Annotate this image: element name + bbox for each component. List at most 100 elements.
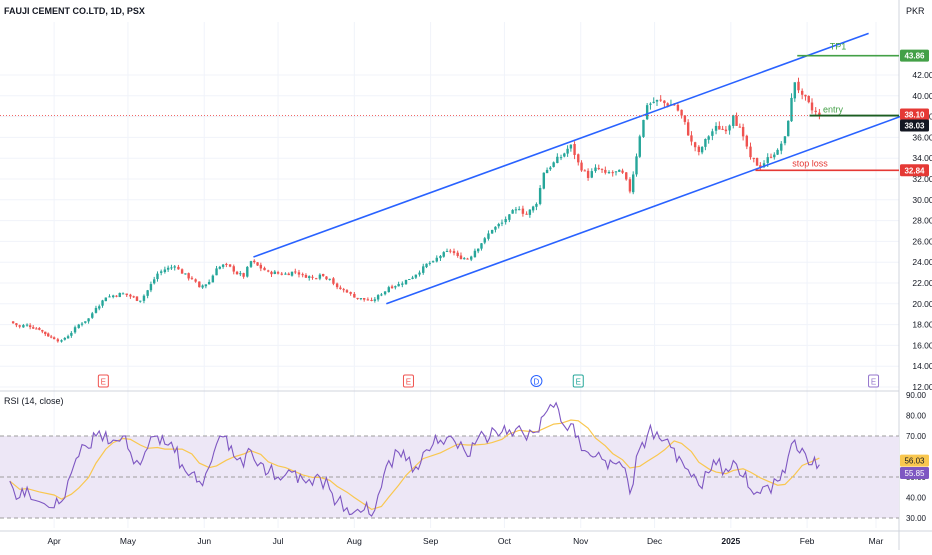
candle-body xyxy=(132,296,135,298)
rsi-plot xyxy=(9,401,820,517)
candle-body xyxy=(473,250,477,258)
candle-body xyxy=(418,272,421,275)
price-tick-label: 32.00 xyxy=(912,174,932,184)
candle-body xyxy=(745,135,749,147)
candle-body xyxy=(456,252,459,256)
time-tick-label: Jul xyxy=(273,536,284,546)
candle-body xyxy=(28,325,32,328)
candle-body xyxy=(256,262,259,266)
price-tick-label: 40.00 xyxy=(912,91,932,101)
candle-body xyxy=(267,270,270,272)
time-tick-label: Jun xyxy=(197,536,211,546)
overlays: TP1 entry stop loss E E D E E xyxy=(0,32,904,388)
candle-body xyxy=(445,250,449,252)
channel-lower-line xyxy=(386,114,904,305)
candle-body xyxy=(411,277,414,279)
candle-body xyxy=(270,271,273,275)
candle-body xyxy=(728,125,731,131)
price-tag-bg xyxy=(900,164,929,177)
candle-body xyxy=(366,299,370,301)
candle-body xyxy=(490,229,494,234)
candle-body xyxy=(166,267,170,270)
candle-body xyxy=(204,284,208,287)
candle-body xyxy=(666,103,669,106)
candle-body xyxy=(290,271,294,276)
candle-body xyxy=(721,128,724,130)
candle-body xyxy=(714,125,718,131)
candle-body xyxy=(211,275,215,283)
candle-body xyxy=(370,299,373,301)
time-tick-label: Oct xyxy=(498,536,512,546)
candle-body xyxy=(325,276,328,280)
candle-body xyxy=(373,299,377,301)
candle-body xyxy=(683,115,687,122)
candle-body xyxy=(814,110,817,113)
channel-upper-line xyxy=(253,32,869,258)
candle-body xyxy=(177,266,180,270)
price-tag-text: 38.03 xyxy=(904,122,925,131)
candle-body xyxy=(580,162,583,171)
candle-body xyxy=(49,336,53,338)
price-tick-label: 28.00 xyxy=(912,216,932,226)
candle-body xyxy=(521,208,525,214)
candle-body xyxy=(621,170,624,173)
candle-body xyxy=(232,266,235,272)
rsi-background xyxy=(0,435,899,519)
candle-body xyxy=(531,206,535,211)
candle-body xyxy=(218,266,222,269)
rsi-moving-average xyxy=(9,419,820,511)
candle-body xyxy=(807,95,810,103)
candle-body xyxy=(549,167,552,170)
candle-body xyxy=(249,261,253,267)
time-tick-label: Sep xyxy=(423,536,438,546)
candle-body xyxy=(525,213,528,215)
candle-body xyxy=(125,293,128,296)
price-tick-label: 42.00 xyxy=(912,70,932,80)
time-tick-label: Nov xyxy=(573,536,589,546)
candle-body xyxy=(362,298,366,300)
rsi-line xyxy=(9,401,820,517)
rsi-tag-text: 56.03 xyxy=(904,457,925,466)
candle-body xyxy=(780,143,783,151)
candle-body xyxy=(700,147,704,153)
candle-body xyxy=(318,274,322,279)
candle-body xyxy=(159,271,163,273)
candle-body xyxy=(625,172,628,180)
candle-body xyxy=(759,165,762,168)
candle-body xyxy=(173,266,176,268)
candle-body xyxy=(111,295,115,298)
candle-body xyxy=(645,105,649,120)
candle-body xyxy=(793,82,796,99)
candle-body xyxy=(52,337,56,340)
candle-body xyxy=(104,297,108,302)
entry-price-tag: 38.03 xyxy=(900,119,929,132)
candle-body xyxy=(414,274,418,278)
candle-body xyxy=(84,321,87,323)
rsi-tag-text: 55.85 xyxy=(904,469,925,478)
candle-body xyxy=(276,272,280,274)
candle-body xyxy=(98,306,101,309)
candle-body xyxy=(194,279,197,282)
candle-body xyxy=(577,154,580,163)
time-tick-label: Aug xyxy=(347,536,362,546)
candle-body xyxy=(569,144,573,149)
candle-body xyxy=(500,222,504,224)
candle-body xyxy=(632,174,635,193)
candle-body xyxy=(724,129,728,132)
candle-body xyxy=(246,266,249,277)
candle-body xyxy=(449,250,452,252)
candle-body xyxy=(573,144,576,155)
candle-body xyxy=(752,157,755,159)
candle-body xyxy=(711,131,714,136)
candle-body xyxy=(153,279,156,284)
candle-body xyxy=(556,156,559,164)
candle-body xyxy=(690,135,693,142)
candles xyxy=(11,77,821,343)
candle-body xyxy=(142,295,146,301)
rsi-tick-label: 40.00 xyxy=(906,494,927,503)
candle-body xyxy=(676,104,680,111)
candle-body xyxy=(566,148,569,154)
candle-body xyxy=(504,219,507,223)
candle-body xyxy=(497,224,500,227)
